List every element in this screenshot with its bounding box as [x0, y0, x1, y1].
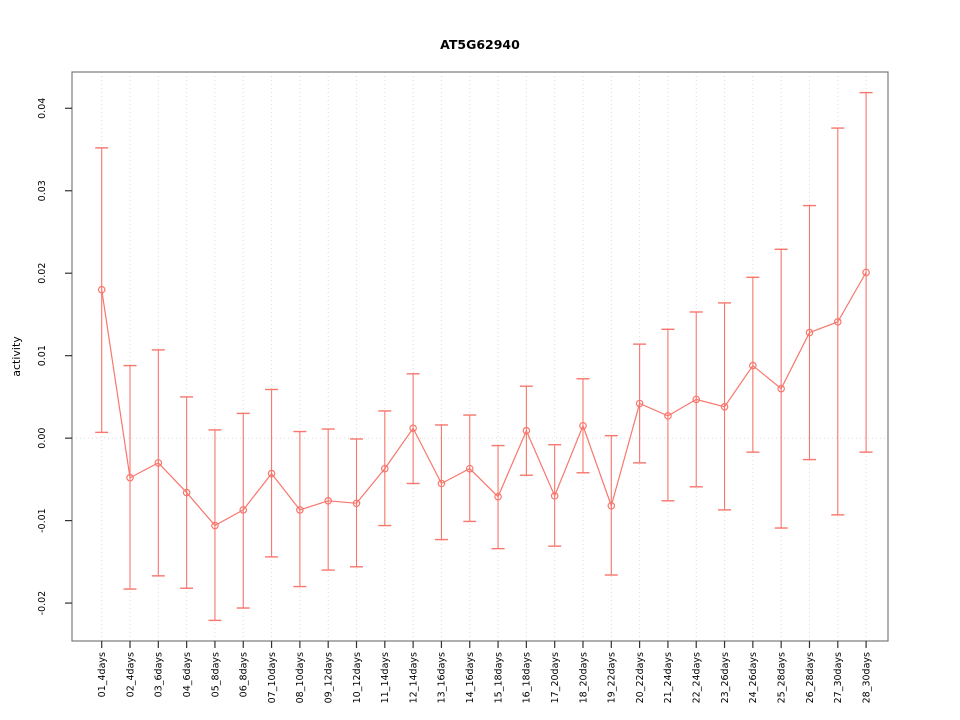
- data-point-marker: [550, 492, 559, 500]
- data-point-marker: [749, 361, 757, 370]
- x-tick-label: 22_24days: [692, 652, 703, 703]
- x-tick-label: 26_28days: [805, 652, 816, 703]
- x-tick-label: 10_12days: [352, 652, 363, 703]
- data-point-marker: [777, 384, 785, 393]
- data-point-marker: [607, 501, 616, 510]
- x-tick-label: 25_28days: [776, 652, 787, 703]
- x-tick-label: 14_16days: [465, 652, 476, 703]
- data-point-marker: [352, 499, 361, 508]
- data-point-marker: [635, 399, 644, 408]
- data-point-marker: [465, 464, 474, 473]
- x-tick-label: 23_26days: [720, 652, 731, 703]
- data-point-marker: [126, 473, 134, 482]
- data-point-marker: [579, 421, 587, 430]
- data-point-marker: [239, 506, 248, 514]
- data-point-marker: [437, 479, 446, 488]
- data-point-marker: [211, 521, 219, 530]
- x-tick-label: 18_20days: [578, 652, 589, 703]
- x-tick-label: 21_24days: [663, 652, 674, 703]
- data-point-marker: [324, 497, 332, 505]
- x-tick-label: 07_10days: [267, 652, 278, 703]
- data-point-marker: [267, 469, 276, 478]
- data-point-marker: [494, 492, 502, 501]
- data-point-marker: [409, 424, 417, 433]
- plot-border: [71, 71, 889, 642]
- x-tick-label: 17_20days: [550, 652, 561, 703]
- x-tick-label: 19_22days: [607, 652, 618, 703]
- x-tick-label: 16_18days: [522, 652, 533, 703]
- data-point-marker: [833, 318, 842, 326]
- x-tick-label: 08_10days: [295, 652, 306, 703]
- chart-title: AT5G62940: [440, 37, 520, 52]
- data-point-marker: [154, 459, 163, 467]
- x-tick-label: 12_14days: [408, 652, 419, 703]
- x-tick-label: 04_6days: [182, 652, 193, 697]
- x-tick-label: 15_18days: [493, 652, 504, 703]
- x-tick-label: 02_4days: [125, 652, 136, 697]
- y-tick-label: 0.01: [37, 345, 48, 366]
- y-tick-label: 0.02: [37, 263, 48, 284]
- y-tick-label: 0.03: [37, 180, 48, 201]
- y-tick-label: 0.00: [37, 428, 48, 449]
- data-point-marker: [805, 328, 814, 337]
- x-tick-label: 28_30days: [861, 652, 872, 703]
- x-tick-label: 13_16days: [437, 652, 448, 703]
- x-tick-label: 20_22days: [635, 652, 646, 703]
- y-tick-label: 0.04: [37, 98, 48, 119]
- series-line: [101, 272, 867, 527]
- x-tick-label: 01_4days: [97, 652, 108, 697]
- plot-area: -0.02 -0.01 0.00 0.01 0.02 0.03 0.04 01_4days 02…: [37, 71, 889, 703]
- x-tick-label: 03_6days: [154, 652, 165, 697]
- y-axis-label: activity: [10, 336, 23, 377]
- data-point-marker: [720, 403, 729, 411]
- data-point-marker: [522, 426, 531, 435]
- data-point-marker: [664, 412, 672, 420]
- x-tick-label: 27_30days: [833, 652, 844, 703]
- x-tick-label: 09_12days: [324, 652, 335, 703]
- x-tick-label: 05_8days: [210, 652, 221, 697]
- data-point-marker: [97, 285, 106, 294]
- y-tick-label: -0.01: [37, 508, 48, 533]
- x-tick-label: 24_26days: [748, 652, 759, 703]
- data-point-marker: [381, 464, 389, 473]
- data-point-marker: [692, 395, 701, 404]
- x-tick-label: 06_8days: [239, 652, 250, 697]
- y-tick-label: -0.02: [37, 591, 48, 616]
- data-point-marker: [862, 268, 870, 277]
- x-tick-label: 11_14days: [380, 652, 391, 703]
- data-point-marker: [296, 506, 304, 514]
- data-point-marker: [182, 488, 191, 497]
